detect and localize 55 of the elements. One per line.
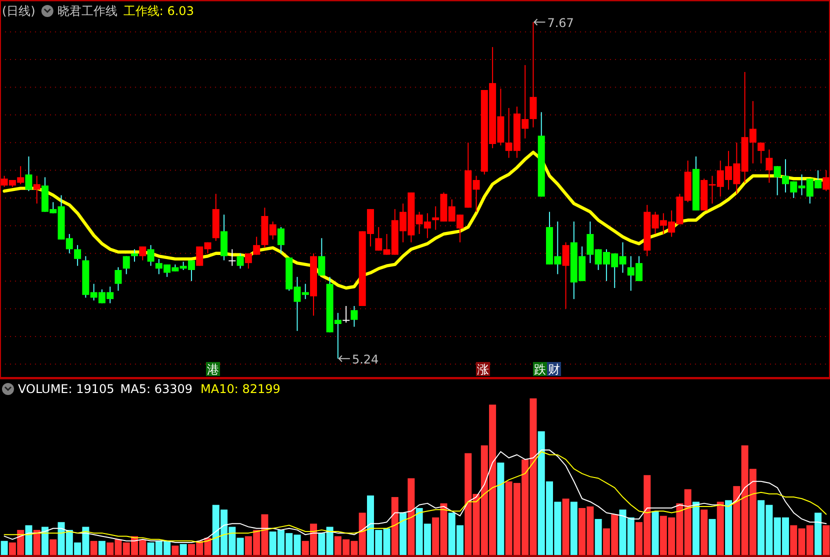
bar <box>0 540 8 555</box>
candlestick <box>228 248 236 266</box>
candlestick <box>74 244 82 266</box>
annotation: 7.67 <box>547 16 574 30</box>
bar <box>708 518 716 555</box>
bar <box>50 539 57 555</box>
candlestick <box>758 142 765 164</box>
candlestick <box>766 149 773 184</box>
candlestick <box>122 256 130 275</box>
candlestick <box>277 226 284 254</box>
candlestick <box>530 22 537 128</box>
bar <box>594 518 602 555</box>
bar <box>391 497 398 555</box>
text: MA5: 63309 <box>120 382 193 396</box>
candlestick <box>147 244 154 266</box>
bar <box>716 502 724 555</box>
candlestick <box>562 242 570 310</box>
annotation: 跌 <box>534 362 546 376</box>
candlestick <box>114 266 122 292</box>
candlestick <box>822 170 830 192</box>
candlestick <box>236 252 244 270</box>
chart-title: (日线) <box>2 4 36 18</box>
bar <box>408 478 415 555</box>
bar <box>33 530 40 555</box>
bar <box>400 512 407 555</box>
bar <box>822 525 830 555</box>
candlestick <box>139 246 146 261</box>
candlestick <box>33 175 40 204</box>
candlestick <box>131 248 138 262</box>
candlestick <box>342 306 350 324</box>
bar <box>700 510 708 555</box>
candlestick <box>25 156 32 192</box>
bar <box>562 498 570 555</box>
bar <box>497 462 504 555</box>
text: MA10: 82199 <box>200 382 280 396</box>
candlestick <box>350 306 358 328</box>
annotation: 5.24 <box>352 352 379 367</box>
chart-title: VOLUME: 19105 <box>18 382 114 396</box>
bar <box>814 512 822 555</box>
bar <box>98 540 106 555</box>
bar <box>180 544 187 555</box>
annotation: 港 <box>207 362 219 376</box>
candlestick <box>318 238 326 276</box>
bar <box>25 525 32 555</box>
bar <box>172 546 179 555</box>
bar <box>692 502 700 555</box>
bar <box>725 500 732 555</box>
annotation: 涨 <box>477 362 489 376</box>
bar <box>652 511 659 555</box>
bar <box>90 540 98 555</box>
bar <box>42 526 48 555</box>
annotation: 财 <box>548 362 560 376</box>
chart-subtitle: 晓君工作线 <box>57 4 118 18</box>
text: 工作线: 6.03 <box>123 4 194 18</box>
bar <box>570 502 578 555</box>
